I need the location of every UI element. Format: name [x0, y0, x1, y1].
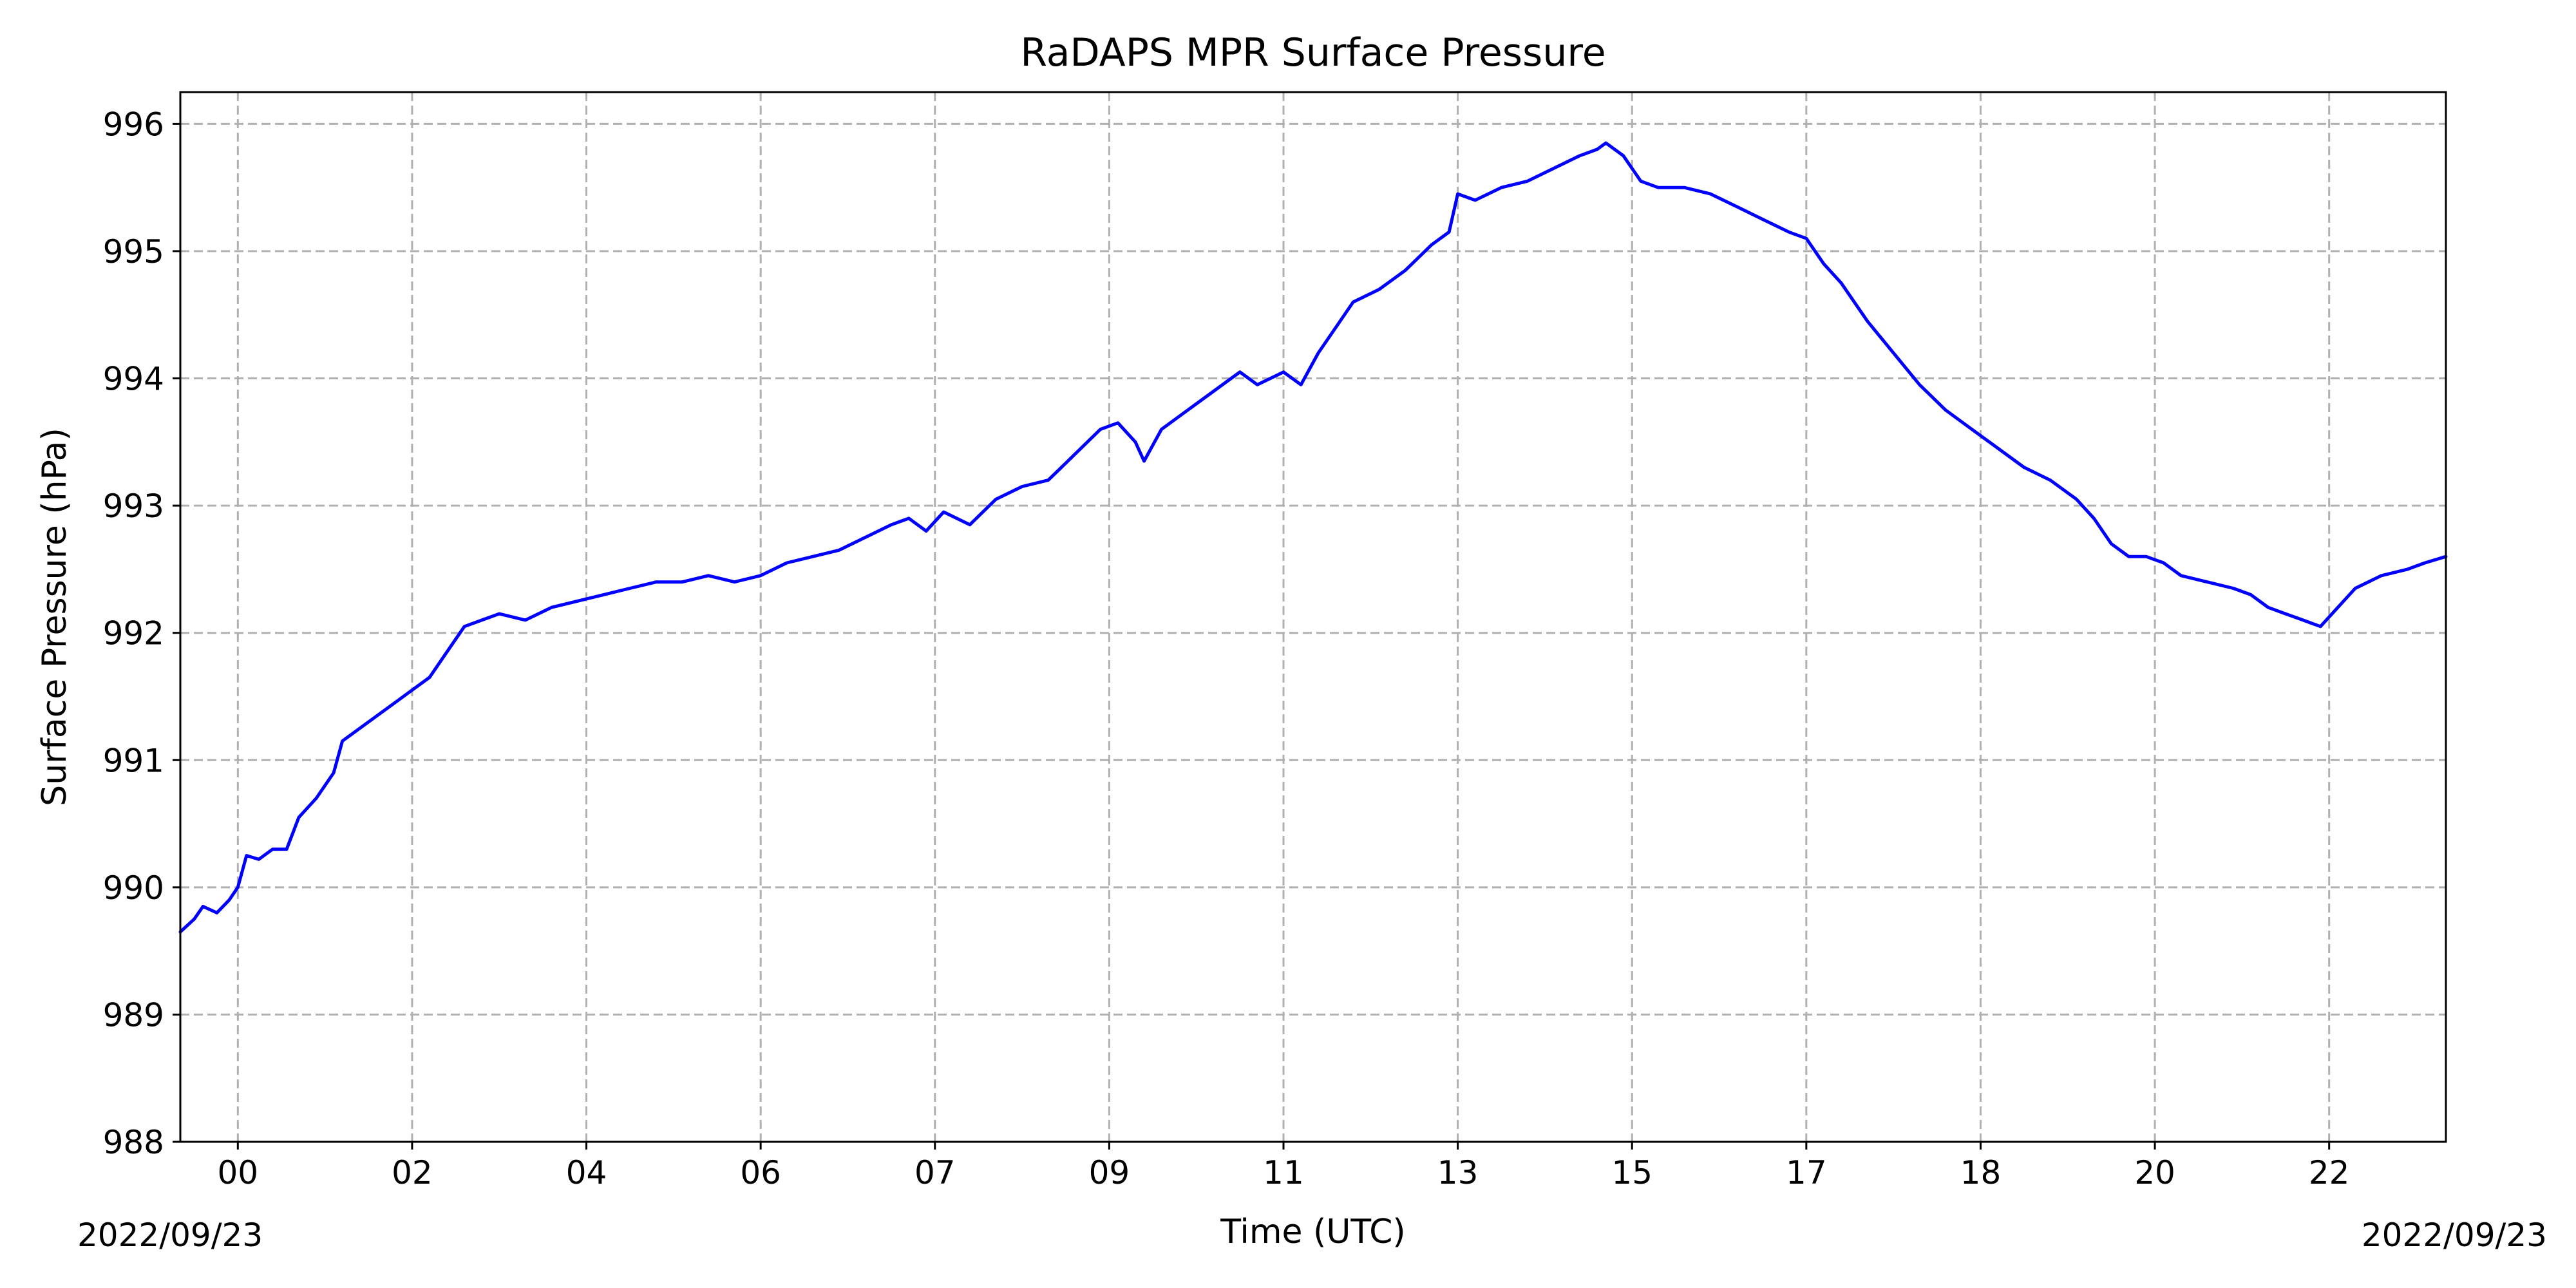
y-tick-label: 993	[103, 488, 164, 525]
y-tick-label: 992	[103, 615, 164, 652]
y-tick-label: 996	[103, 106, 164, 143]
plot-frame	[179, 91, 2447, 1143]
y-axis-label: Surface Pressure (hPa)	[35, 428, 74, 806]
x-tick-label: 18	[1960, 1154, 2002, 1191]
x-tick-label: 13	[1437, 1154, 1479, 1191]
x-tick-label: 06	[740, 1154, 781, 1191]
date-label-right: 2022/09/23	[2362, 1217, 2547, 1254]
y-tick-label: 991	[103, 742, 164, 779]
x-tick-label: 00	[217, 1154, 258, 1191]
y-tick-label: 988	[103, 1124, 164, 1161]
x-tick-label: 04	[566, 1154, 607, 1191]
x-tick-label: 09	[1089, 1154, 1130, 1191]
chart-title: RaDAPS MPR Surface Pressure	[1020, 30, 1605, 75]
series-layer	[178, 141, 2448, 934]
y-tick-label: 994	[103, 361, 164, 398]
pressure-series-line	[178, 141, 2448, 934]
x-axis-label: Time (UTC)	[1220, 1213, 1405, 1251]
y-tick-label: 995	[103, 233, 164, 270]
x-tick-label: 02	[392, 1154, 433, 1191]
date-label-left: 2022/09/23	[77, 1217, 263, 1254]
y-tick-label: 989	[103, 996, 164, 1034]
x-tick-label: 07	[914, 1154, 956, 1191]
x-tick-label: 11	[1263, 1154, 1304, 1191]
x-tick-label: 15	[1611, 1154, 1653, 1191]
y-tick-label: 990	[103, 869, 164, 907]
x-tick-label: 22	[2309, 1154, 2350, 1191]
y-axis: 988 989 990 991 992 993 994 995 996	[103, 106, 180, 1161]
x-tick-label: 20	[2134, 1154, 2175, 1191]
x-axis: 00 02 04 06 07 09 11 13 15 17 18 20 22	[217, 1142, 2350, 1191]
x-tick-label: 17	[1786, 1154, 1827, 1191]
